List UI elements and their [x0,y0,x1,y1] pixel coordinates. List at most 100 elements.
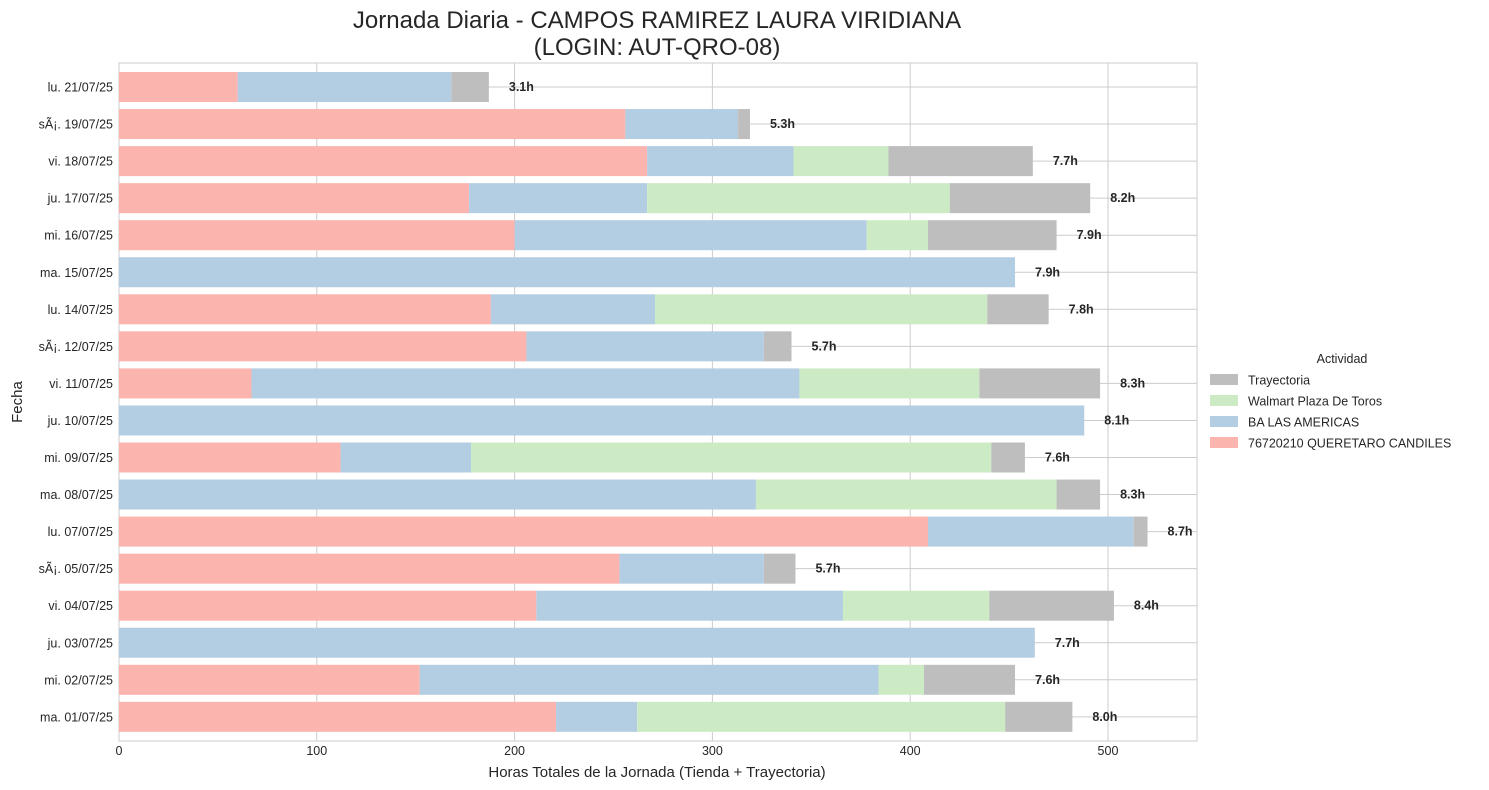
x-tick-labels: 0 100 200 300 400 500 [116,744,1119,758]
legend-entry: Walmart Plaza De Toros [1248,395,1382,409]
bar-segment [251,368,800,399]
bar-segment [888,146,1033,177]
bar-total-label: 7.9h [1077,228,1102,242]
bar-segment [991,442,1025,473]
bar-segment [866,220,928,251]
y-tick-label: ma. 08/07/25 [40,488,113,502]
bar-total-label: 5.7h [812,339,837,353]
bar-segment [490,294,656,325]
x-tick-label: 400 [900,744,921,758]
bars [119,72,1148,732]
bar-total-label: 7.9h [1035,265,1060,279]
y-tick-labels: lu. 21/07/25 sÃ¡. 19/07/25 vi. 18/07/25 ju.… [39,81,113,725]
bar-total-label: 8.3h [1120,488,1145,502]
bar-segment [471,442,992,473]
bar-segment [119,442,341,473]
bar-total-label: 5.3h [770,117,795,131]
legend: Actividad Trayectoria Walmart Plaza De To… [1210,352,1451,451]
y-tick-label: sÃ¡. 12/07/25 [39,340,113,354]
y-tick-label: sÃ¡. 05/07/25 [39,562,113,576]
bar-total-label: 7.8h [1069,302,1094,316]
bar-segment [119,701,557,732]
bar-segment [469,183,648,214]
bar-segment [119,109,626,140]
bar-total-label: 3.1h [509,80,534,94]
bar-segment [799,368,980,399]
y-axis-label: Fecha [9,381,26,423]
chart-title-line1: Jornada Diaria - CAMPOS RAMIREZ LAURA VI… [353,7,961,34]
y-tick-label: lu. 21/07/25 [48,81,113,95]
bar-segment [979,368,1101,399]
y-tick-label: lu. 14/07/25 [48,303,113,317]
bar-total-label: 8.0h [1092,710,1117,724]
bar-segment [927,516,1134,547]
bar-segment [1005,701,1073,732]
bar-segment [763,553,796,584]
y-tick-label: mi. 02/07/25 [44,673,113,687]
bar-segment [119,146,648,177]
x-tick-label: 300 [702,744,723,758]
bar-total-label: 5.7h [815,562,840,576]
bar-segment [556,701,638,732]
bar-segment [647,146,794,177]
bar-segment [949,183,1091,214]
bar-total-label: 8.7h [1168,525,1193,539]
legend-entry: Trayectoria [1248,374,1310,388]
bar-segment [119,553,620,584]
bar-segment [340,442,472,473]
bar-total-label: 7.6h [1045,451,1070,465]
chart-title-line2: (LOGIN: AUT-QRO-08) [534,34,781,61]
y-tick-label: mi. 09/07/25 [44,451,113,465]
bar-segment [119,331,527,362]
bar-segment [526,331,764,362]
x-tick-label: 200 [504,744,525,758]
bar-segment [119,479,756,510]
legend-swatch [1210,395,1238,406]
bar-segment [237,72,452,102]
bar-segment [989,590,1114,621]
legend-swatch [1210,437,1238,448]
bar-segment [763,331,792,362]
bar-segment [119,516,928,547]
y-tick-label: ju. 17/07/25 [47,192,113,206]
bar-segment [119,294,491,325]
bar-segment [755,479,1057,510]
y-tick-label: vi. 04/07/25 [48,599,113,613]
bar-segment [119,72,238,102]
bar-segment [637,701,1006,732]
y-tick-label: ju. 10/07/25 [47,414,113,428]
y-tick-label: ma. 01/07/25 [40,710,113,724]
x-axis-label: Horas Totales de la Jornada (Tienda + Tr… [488,764,825,781]
y-tick-label: ma. 15/07/25 [40,266,113,280]
legend-title: Actividad [1317,352,1368,366]
bar-segment [878,664,925,695]
legend-entry: BA LAS AMERICAS [1248,416,1359,430]
bar-segment [119,405,1085,436]
x-tick-label: 0 [116,744,123,758]
bar-segment [119,664,420,695]
bar-segment [1056,479,1101,510]
bar-total-label: 7.6h [1035,673,1060,687]
bar-segment [1133,516,1148,547]
legend-entry: 76720210 QUERETARO CANDILES [1248,437,1451,451]
total-labels: 3.1h 5.3h 7.7h 8.2h 7.9h 7.9h 7.8h 5.7h 8.3h 8.1h… [509,80,1193,724]
x-tick-label: 100 [306,744,327,758]
bar-segment [625,109,739,140]
bar-segment [119,257,1016,288]
bar-total-label: 8.3h [1120,376,1145,390]
bar-segment [738,109,750,140]
bar-segment [842,590,990,621]
y-tick-label: sÃ¡. 19/07/25 [39,118,113,132]
bar-segment [119,590,537,621]
bar-segment [647,183,950,214]
bar-segment [793,146,889,177]
bar-segment [419,664,879,695]
bar-segment [987,294,1049,325]
y-tick-label: ju. 03/07/25 [47,636,113,650]
bar-segment [451,72,489,102]
legend-swatch [1210,416,1238,427]
bar-total-label: 7.7h [1053,154,1078,168]
y-tick-label: vi. 18/07/25 [48,155,113,169]
bar-total-label: 8.4h [1134,599,1159,613]
